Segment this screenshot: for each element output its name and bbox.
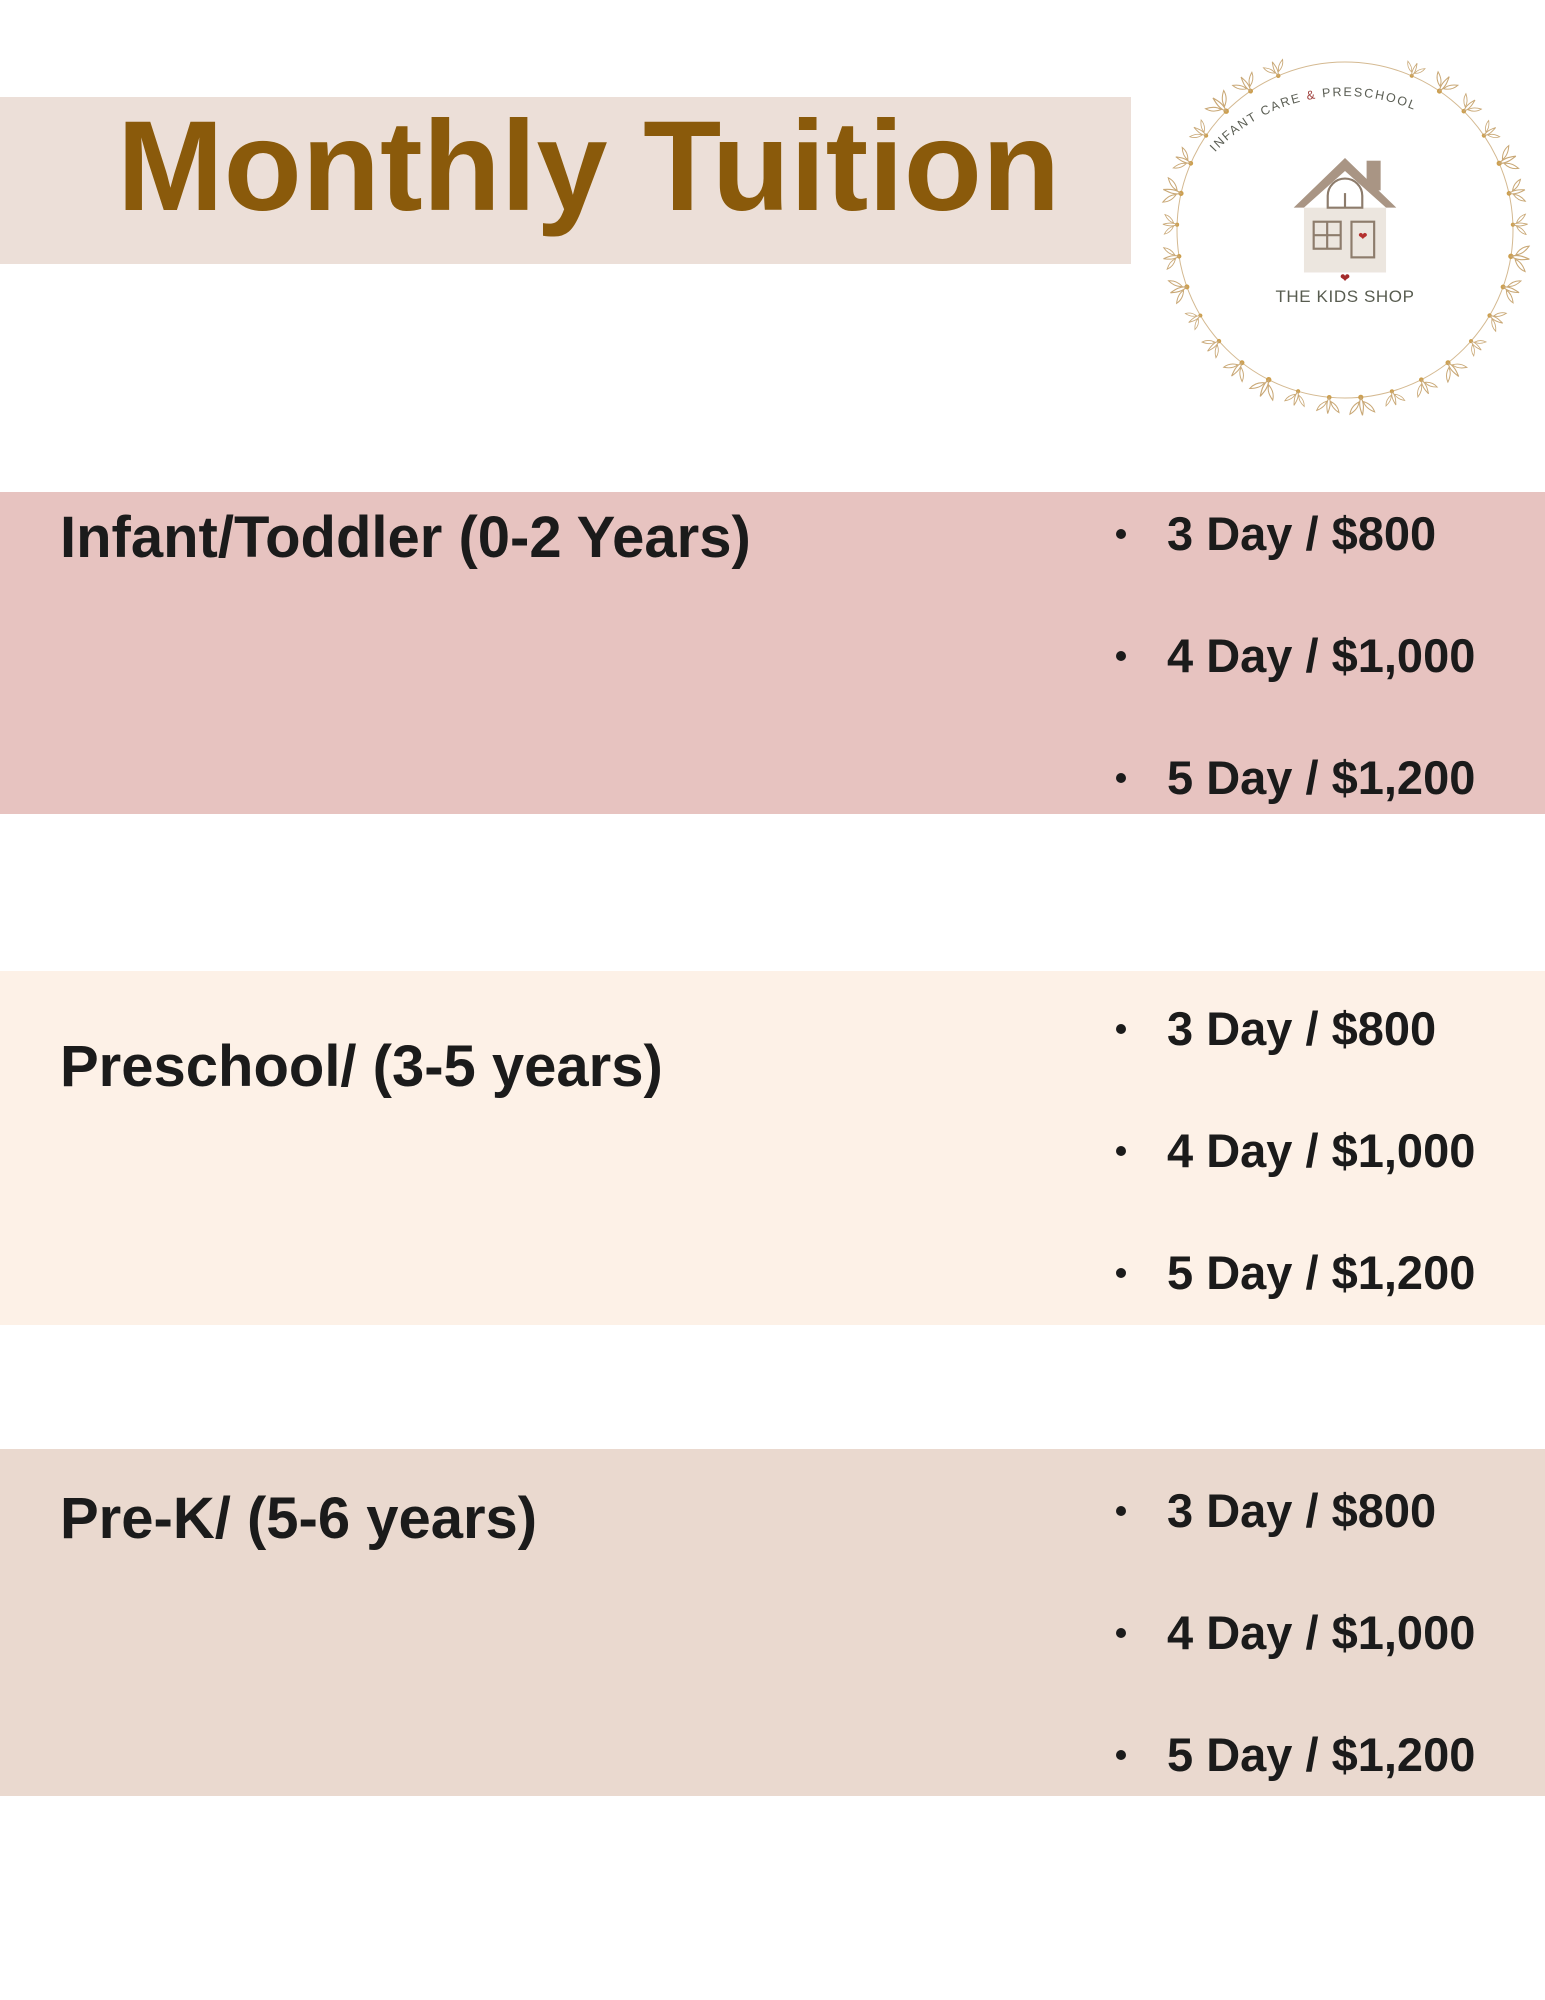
svg-text:THE KIDS SHOP: THE KIDS SHOP (1275, 287, 1414, 306)
svg-text:❤: ❤ (1358, 231, 1367, 243)
svg-text:INFANT CARE & PRESCHOOL: INFANT CARE & PRESCHOOL (1207, 85, 1419, 154)
svg-text:❤: ❤ (1340, 271, 1350, 285)
